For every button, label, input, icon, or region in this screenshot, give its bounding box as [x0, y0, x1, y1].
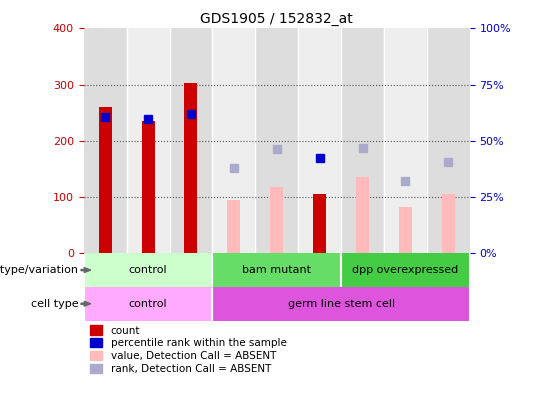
Text: bam mutant: bam mutant — [242, 265, 311, 275]
Bar — [185, 83, 198, 253]
Text: genotype/variation: genotype/variation — [0, 265, 78, 275]
Bar — [298, 28, 341, 253]
Bar — [84, 287, 212, 321]
Bar — [384, 28, 427, 253]
Bar — [399, 207, 412, 253]
Title: GDS1905 / 152832_at: GDS1905 / 152832_at — [200, 12, 353, 26]
Bar — [341, 253, 470, 287]
Bar — [84, 28, 126, 253]
Bar — [126, 28, 170, 253]
Bar — [141, 121, 154, 253]
Bar — [99, 107, 112, 253]
Text: control: control — [129, 265, 167, 275]
Bar — [84, 253, 212, 287]
Bar — [427, 28, 470, 253]
Text: germ line stem cell: germ line stem cell — [287, 299, 395, 309]
Bar — [313, 194, 326, 253]
Bar — [270, 187, 284, 253]
Bar — [356, 177, 369, 253]
Bar — [212, 28, 255, 253]
Text: control: control — [129, 299, 167, 309]
Bar — [341, 28, 384, 253]
Bar — [170, 28, 212, 253]
Bar — [255, 28, 298, 253]
Bar — [212, 253, 341, 287]
Bar — [227, 200, 240, 253]
Text: dpp overexpressed: dpp overexpressed — [352, 265, 458, 275]
Bar — [442, 194, 455, 253]
Bar — [212, 287, 470, 321]
Text: cell type: cell type — [31, 299, 78, 309]
Legend: count, percentile rank within the sample, value, Detection Call = ABSENT, rank, : count, percentile rank within the sample… — [89, 324, 288, 375]
